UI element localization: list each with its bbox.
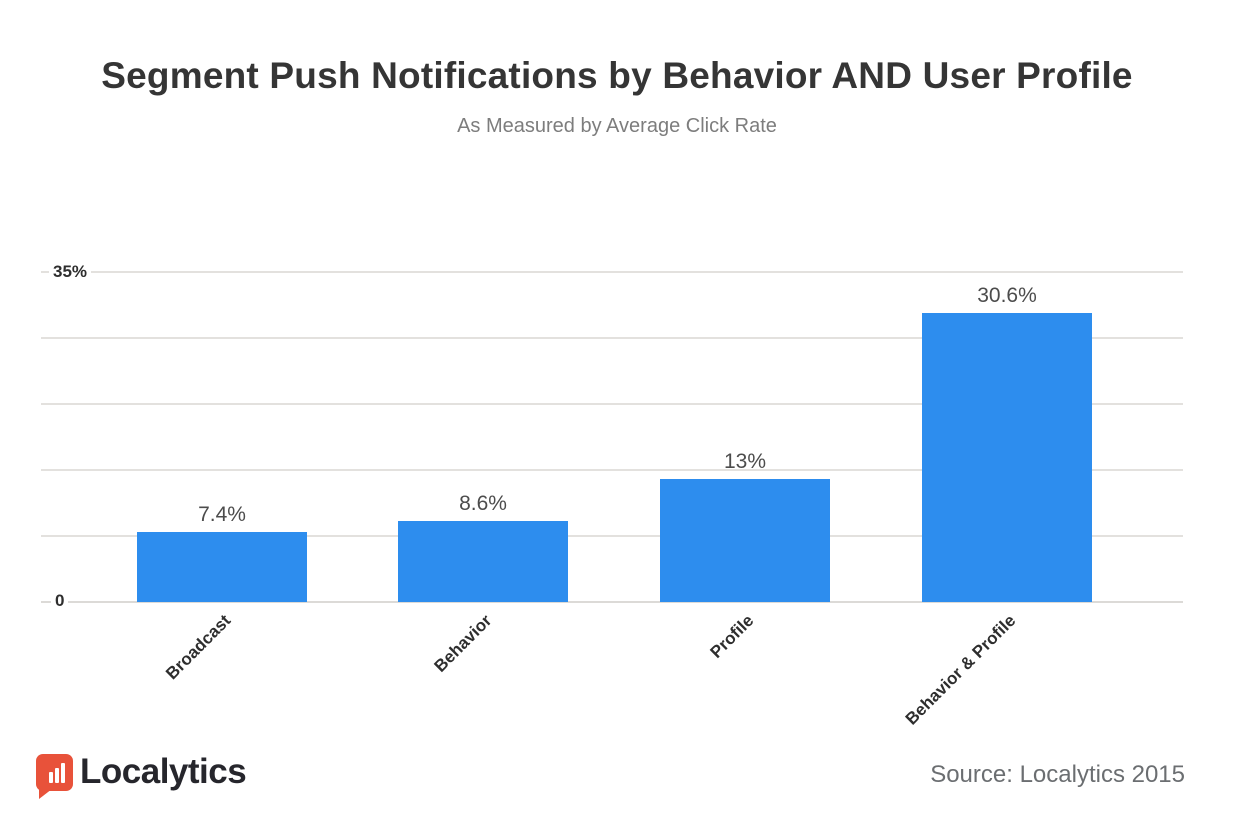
bar-behavior-and-profile xyxy=(922,313,1092,602)
bar-value-label: 13% xyxy=(723,450,767,473)
y-axis-tick-35: 35% xyxy=(49,262,92,282)
bar-value-label: 8.6% xyxy=(459,492,507,515)
localytics-speech-bubble-bar-chart-icon xyxy=(36,753,73,799)
gridline-7pct xyxy=(41,535,1183,537)
bar-group-behavior-and-profile: 30.6% Behavior & Profile xyxy=(902,272,1092,729)
mini-bar-chart-icon xyxy=(43,762,65,783)
source-attribution: Source: Localytics 2015 xyxy=(930,761,1185,788)
bar-group-profile: 13% Profile xyxy=(660,272,830,662)
x-axis-label-behavior: Behavior xyxy=(430,610,496,676)
bar-broadcast xyxy=(137,532,307,602)
chart-subtitle: As Measured by Average Click Rate xyxy=(457,115,777,137)
bar-profile xyxy=(660,479,830,602)
localytics-logo: Localytics xyxy=(36,752,247,799)
speech-bubble-tail xyxy=(39,788,52,799)
localytics-wordmark: Localytics xyxy=(80,752,247,791)
bar-value-label: 30.6% xyxy=(977,284,1037,307)
gridline-35pct xyxy=(41,271,1183,273)
chart-title: Segment Push Notifications by Behavior A… xyxy=(101,55,1133,96)
gridline-14pct xyxy=(41,469,1183,471)
gridline-21pct xyxy=(41,403,1183,405)
bar-group-behavior: 8.6% Behavior xyxy=(398,272,568,676)
gridline-28pct xyxy=(41,337,1183,339)
bar-behavior xyxy=(398,521,568,602)
gridline-baseline xyxy=(41,601,1183,603)
x-axis-label-behavior-and-profile: Behavior & Profile xyxy=(901,610,1020,729)
bar-value-label: 7.4% xyxy=(198,503,246,526)
x-axis-label-profile: Profile xyxy=(706,610,758,662)
bar-chart-plot-area: 35% 0 7.4% Broadcast 8.6% Behavior 13% P… xyxy=(41,262,1183,729)
y-axis-tick-0: 0 xyxy=(51,591,69,611)
bar-group-broadcast: 7.4% Broadcast xyxy=(137,272,307,683)
